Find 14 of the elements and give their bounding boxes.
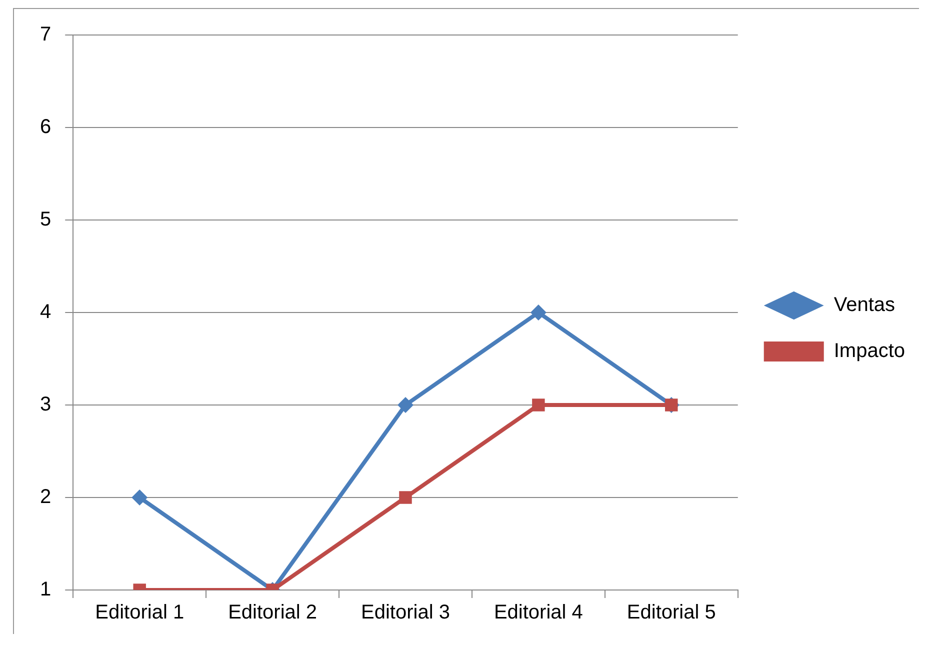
- x-tick-label: Editorial 3: [361, 602, 450, 624]
- x-tick-label: Editorial 5: [626, 602, 716, 624]
- y-tick-label: 3: [40, 394, 52, 416]
- y-tick-label: 1: [40, 578, 52, 601]
- x-tick-label: Editorial 1: [95, 602, 184, 624]
- x-tick-label: Editorial 2: [228, 602, 318, 624]
- legend-label: Ventas: [834, 294, 896, 316]
- y-tick-label: 7: [40, 24, 52, 46]
- x-tick-label: Editorial 4: [494, 602, 583, 624]
- y-tick-label: 2: [40, 486, 52, 508]
- y-tick-label: 5: [40, 208, 52, 231]
- legend-label: Impacto: [834, 340, 906, 362]
- y-tick-label: 6: [40, 116, 52, 138]
- y-tick-label: 4: [40, 301, 52, 324]
